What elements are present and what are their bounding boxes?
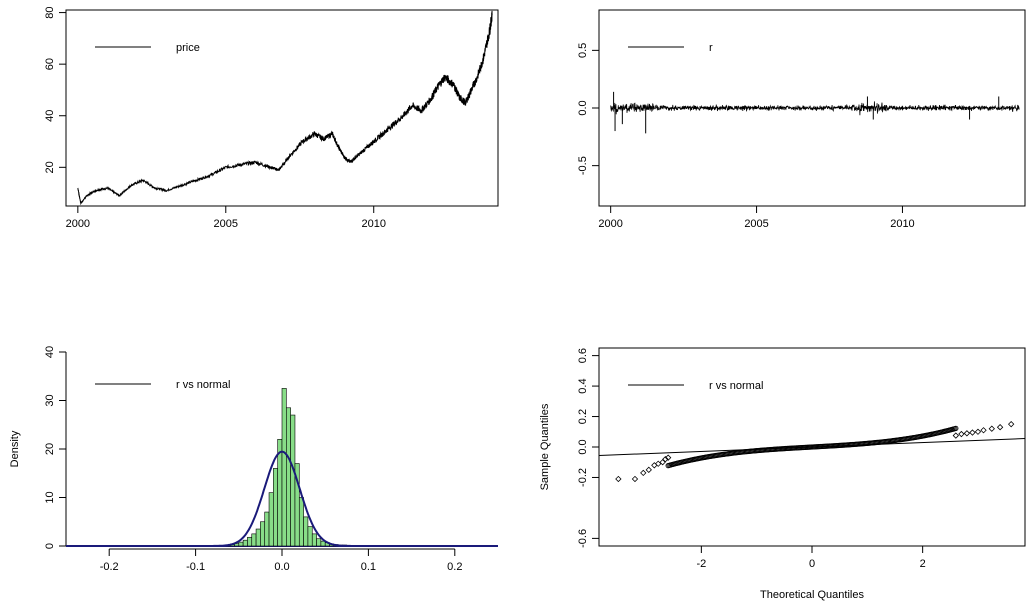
histogram-bar: [291, 415, 295, 546]
returns-line-chart: 2000 2005 2010 -0.5 0.0 0.5 r: [577, 10, 1025, 230]
histogram-bar: [252, 534, 256, 546]
legend-label: price: [176, 42, 200, 54]
y-axis-title: Sample Quantiles: [539, 403, 551, 490]
x-tick-label: 0.2: [447, 561, 462, 573]
legend-label: r vs normal: [176, 379, 230, 391]
price-line-chart: 2000 2005 2010 20 40 60 80 price: [44, 6, 498, 230]
legend: price: [95, 42, 200, 54]
histogram-bar: [286, 408, 290, 546]
qq-tail-point: [989, 426, 994, 431]
returns-series-line: [611, 101, 1020, 115]
x-axis: 2000 2005 2010: [598, 206, 914, 230]
x-tick-label: 2000: [66, 218, 90, 230]
y-tick-label: 0.0: [577, 439, 589, 454]
y-axis: -0.5 0.0 0.5: [577, 43, 599, 175]
qq-tail-point: [964, 431, 969, 436]
y-tick-label: 20: [44, 161, 56, 173]
histogram-bar: [260, 522, 264, 546]
y-tick-label: 80: [44, 6, 56, 18]
histogram-bar: [308, 527, 312, 546]
y-tick-label: 20: [44, 443, 56, 455]
x-axis: -2 0 2: [696, 546, 925, 570]
x-tick-label: 2005: [214, 218, 238, 230]
y-tick-label: 40: [44, 110, 56, 122]
x-tick-label: -2: [696, 558, 706, 570]
histogram-bar: [282, 388, 286, 546]
x-tick-label: 0: [809, 558, 815, 570]
x-tick-label: 2010: [890, 218, 914, 230]
x-axis-title: Theoretical Quantiles: [760, 589, 864, 601]
histogram-bar: [312, 534, 316, 546]
qq-tail-point: [998, 425, 1003, 430]
y-tick-label: -0.6: [577, 529, 589, 548]
y-tick-label: 60: [44, 58, 56, 70]
x-axis: 2000 2005 2010: [66, 206, 386, 230]
qq-tail-point: [975, 429, 980, 434]
qq-tail-point: [959, 431, 964, 436]
qq-tail-point: [616, 476, 621, 481]
histogram-bar: [304, 517, 308, 546]
x-tick-label: 2000: [598, 218, 622, 230]
x-tick-label: 2010: [361, 218, 385, 230]
y-tick-label: 0.5: [577, 43, 589, 58]
y-tick-label: 0: [44, 543, 56, 549]
histogram-bar: [265, 512, 269, 546]
qq-tail-point: [953, 433, 958, 438]
legend: r: [628, 42, 713, 54]
histogram-bar: [239, 542, 243, 546]
histogram-bar: [317, 539, 321, 546]
qq-tail-point: [981, 428, 986, 433]
histogram-bar: [247, 537, 251, 546]
y-tick-label: 10: [44, 491, 56, 503]
plot-frame: [66, 10, 498, 206]
qq-plot: -2 0 2 -0.6 -0.2 0.0 0.2 0.4 0.6 Theoretical Quan…: [539, 348, 1025, 601]
histogram-bar: [256, 529, 260, 546]
x-tick-label: -0.2: [100, 561, 119, 573]
x-tick-label: 0.1: [361, 561, 376, 573]
x-tick-label: 2005: [744, 218, 768, 230]
legend-label: r: [709, 42, 713, 54]
qq-tail-point: [970, 430, 975, 435]
legend: r vs normal: [95, 379, 230, 391]
y-tick-label: -0.5: [577, 156, 589, 175]
y-axis-title: Density: [9, 430, 21, 467]
y-tick-label: 40: [44, 346, 56, 358]
y-axis: 0 10 20 30 40: [44, 346, 66, 549]
y-tick-label: 0.4: [577, 378, 589, 393]
y-tick-label: 30: [44, 394, 56, 406]
y-tick-label: -0.2: [577, 468, 589, 487]
legend: r vs normal: [628, 380, 763, 392]
x-axis: -0.2 -0.1 0.0 0.1 0.2: [100, 549, 463, 573]
qq-tail-point: [632, 476, 637, 481]
y-axis: -0.6 -0.2 0.0 0.2 0.4 0.6: [577, 348, 599, 548]
histogram-bar: [269, 493, 273, 546]
returns-histogram: -0.2 -0.1 0.0 0.1 0.2 0 10 20 30 40 Density r vs no…: [9, 346, 498, 573]
qq-tail-point: [646, 467, 651, 472]
y-tick-label: 0.2: [577, 409, 589, 424]
legend-label: r vs normal: [709, 380, 763, 392]
x-tick-label: 0.0: [274, 561, 289, 573]
y-tick-label: 0.0: [577, 100, 589, 115]
price-series-line: [78, 11, 492, 204]
qq-tail-point: [641, 470, 646, 475]
y-tick-label: 0.6: [577, 348, 589, 363]
qq-tail-point: [1009, 422, 1014, 427]
histogram-bar: [278, 439, 282, 546]
histogram-bar: [299, 498, 303, 547]
histogram-bar: [273, 468, 277, 546]
y-axis: 20 40 60 80: [44, 6, 66, 173]
histogram-bar: [243, 540, 247, 546]
x-tick-label: 2: [920, 558, 926, 570]
x-tick-label: -0.1: [186, 561, 205, 573]
